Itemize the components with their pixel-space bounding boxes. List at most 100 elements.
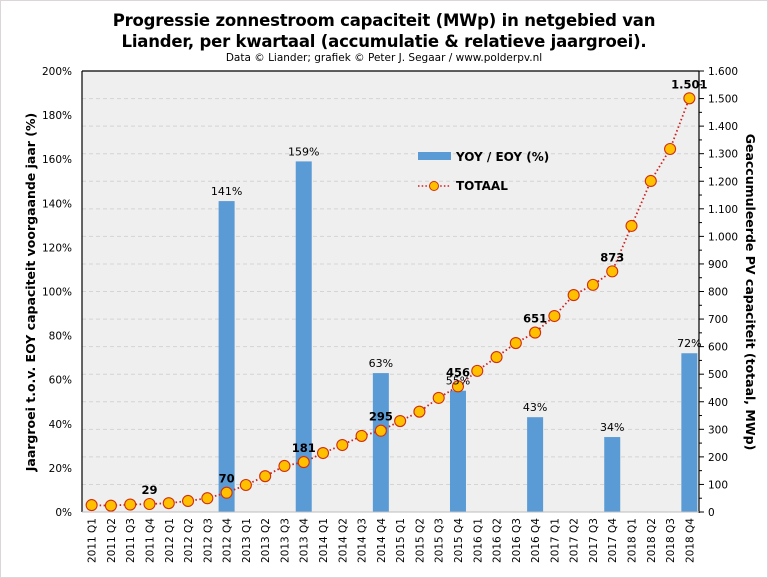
line-marker <box>239 478 252 492</box>
line-marker <box>162 497 175 510</box>
x-tick-label: 2013 Q1 <box>241 518 253 563</box>
y-left-tick-label: 0% <box>55 507 72 519</box>
x-tick-label: 2011 Q2 <box>106 518 118 563</box>
legend-line-label: TOTAAL <box>456 179 508 193</box>
legend-marker-swatch <box>429 181 439 191</box>
line-series <box>85 92 696 512</box>
line-marker <box>181 494 195 508</box>
y-right-tick-label: 400 <box>708 397 728 409</box>
x-tick-label: 2018 Q4 <box>684 518 696 563</box>
x-tick-label: 2017 Q4 <box>607 518 619 563</box>
x-tick-label: 2012 Q4 <box>222 518 234 563</box>
point-value-label: 295 <box>369 410 393 424</box>
y-right-tick-label: 800 <box>708 287 728 299</box>
line-marker <box>432 391 445 404</box>
line-marker <box>278 459 291 473</box>
line-marker <box>259 470 272 483</box>
y-right-tick-label: 1.200 <box>708 176 738 188</box>
x-tick-label: 2017 Q2 <box>569 518 581 563</box>
x-tick-label: 2012 Q3 <box>202 518 214 563</box>
x-tick-label: 2014 Q3 <box>357 518 369 563</box>
y-left-tick-label: 60% <box>49 375 72 387</box>
y-left-tick-label: 80% <box>49 331 72 343</box>
y-left-tick-label: 200% <box>42 66 72 78</box>
x-tick-label: 2017 Q1 <box>549 518 561 563</box>
line-marker <box>124 498 137 511</box>
line-marker <box>683 92 696 105</box>
line-marker <box>394 414 407 428</box>
bar-value-label: 159% <box>288 145 319 158</box>
line-marker <box>586 278 600 291</box>
y-right-tick-label: 500 <box>708 369 728 381</box>
bar <box>295 161 312 512</box>
bar-value-label: 63% <box>369 357 393 370</box>
bar-value-label: 55% <box>446 375 470 388</box>
line-marker <box>529 326 542 339</box>
bar <box>527 417 544 512</box>
line-marker <box>606 265 619 278</box>
x-tick-label: 2013 Q3 <box>279 518 291 563</box>
y-left-tick-label: 180% <box>42 110 72 122</box>
x-tick-label: 2012 Q1 <box>164 518 176 563</box>
y-left-tick-label: 120% <box>42 242 72 254</box>
y-left-tick-label: 20% <box>49 463 72 475</box>
line-marker <box>413 405 426 418</box>
y-left-tick-label: 100% <box>42 287 72 299</box>
y-right-tick-label: 100 <box>708 479 728 491</box>
line-marker <box>664 142 677 156</box>
chart-subtitle: Data © Liander; grafiek © Peter J. Segaa… <box>225 52 543 64</box>
chart-title-line2: Liander, per kwartaal (accumulatie & rel… <box>121 32 647 51</box>
x-tick-label: 2016 Q1 <box>472 518 484 563</box>
y-left-tick-label: 40% <box>49 419 72 431</box>
line-marker <box>143 497 156 511</box>
line-marker <box>451 380 465 393</box>
point-value-label: 651 <box>523 312 547 326</box>
line-marker <box>548 309 561 323</box>
line-marker <box>104 499 117 512</box>
x-tick-label: 2014 Q2 <box>337 518 349 563</box>
bar <box>218 201 235 512</box>
line-marker <box>509 336 522 350</box>
legend-bar-label: YOY / EOY (%) <box>455 150 549 164</box>
line-marker <box>201 492 214 505</box>
x-tick-label: 2015 Q3 <box>434 518 446 563</box>
bar-value-label: 43% <box>523 401 547 414</box>
x-tick-label: 2015 Q2 <box>414 518 426 563</box>
x-tick-label: 2015 Q1 <box>395 518 407 563</box>
y-right-tick-label: 1.400 <box>708 121 738 133</box>
point-value-label: 873 <box>600 250 624 264</box>
y-left-tick-label: 140% <box>42 198 72 210</box>
y-right-tick-label: 200 <box>708 452 728 464</box>
line-marker <box>220 486 233 499</box>
line-marker <box>374 424 387 437</box>
axes: 0%20%40%60%80%100%120%140%160%180%200%01… <box>42 66 738 563</box>
point-value-label: 29 <box>141 483 157 497</box>
y-axis-right-title: Geaccumuleerde PV capaciteit (totaal, MW… <box>743 134 758 451</box>
x-tick-label: 2017 Q3 <box>588 518 600 563</box>
x-tick-label: 2014 Q1 <box>318 518 330 563</box>
bar <box>681 353 698 512</box>
y-right-tick-label: 1.000 <box>708 231 738 243</box>
line-marker <box>625 219 638 232</box>
x-tick-label: 2018 Q2 <box>646 518 658 563</box>
bar-series <box>218 161 698 512</box>
line-marker <box>471 364 484 377</box>
point-value-label: 181 <box>292 441 316 455</box>
bar <box>449 390 466 512</box>
line-marker <box>297 456 310 469</box>
data-labels: 141% 159% 63% 55% 43% 34% 72% 29 70 181 295 456 651 8… <box>141 77 707 497</box>
line-marker <box>644 174 657 188</box>
line-marker <box>567 289 580 302</box>
line-marker <box>355 429 368 442</box>
point-value-label: 70 <box>219 472 235 486</box>
y-right-tick-label: 700 <box>708 314 728 326</box>
x-tick-label: 2016 Q2 <box>492 518 504 563</box>
gridlines <box>82 98 699 485</box>
x-tick-label: 2014 Q4 <box>376 518 388 563</box>
x-tick-label: 2011 Q1 <box>87 518 99 563</box>
y-axis-left-title: Jaargroei t.o.v. EOY capaciteit voorgaan… <box>23 113 38 473</box>
bar-value-label: 141% <box>211 185 242 198</box>
legend: YOY / EOY (%) TOTAAL <box>418 150 549 193</box>
chart-title-line1: Progressie zonnestroom capaciteit (MWp) … <box>112 11 656 30</box>
